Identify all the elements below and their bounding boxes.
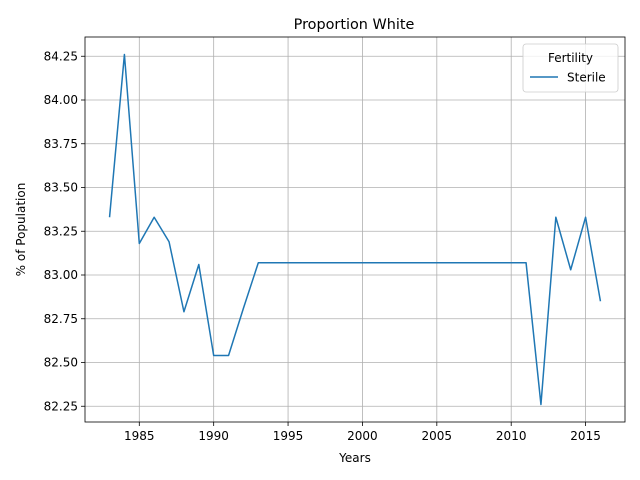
x-tick-label: 1990 [198,429,229,443]
x-axis-label: Years [338,451,371,465]
y-tick-label: 83.25 [44,224,78,238]
y-axis-ticks: 82.25 82.50 82.75 83.00 83.25 83.50 83.75 84.00… [44,49,85,413]
y-tick-label: 82.75 [44,312,78,326]
x-tick-label: 2010 [496,429,527,443]
x-tick-label: 2005 [422,429,453,443]
chart-title: Proportion White [294,17,415,33]
x-axis-ticks: 1985 1990 1995 2000 2005 2010 2015 [124,422,601,443]
y-tick-label: 83.00 [44,268,78,282]
y-tick-label: 83.75 [44,137,78,151]
plot-area-frame [84,36,626,423]
y-tick-label: 82.25 [44,399,78,413]
legend-label-sterile: Sterile [567,71,606,85]
y-tick-label: 82.50 [44,356,78,370]
y-tick-label: 84.00 [44,93,78,107]
legend-box [522,43,619,93]
y-tick-label: 83.50 [44,181,78,195]
x-tick-label: 1995 [273,429,304,443]
x-tick-label: 2015 [570,429,601,443]
series-line-sterile [108,53,602,406]
y-axis-label: % of Population [14,183,28,277]
series-layer [108,53,602,406]
gridlines [85,37,625,422]
y-tick-label: 84.25 [44,49,78,63]
x-tick-label: 1985 [124,429,155,443]
legend-title: Fertility [548,51,593,65]
x-tick-label: 2000 [347,429,378,443]
legend: Fertility Sterile [522,43,619,93]
